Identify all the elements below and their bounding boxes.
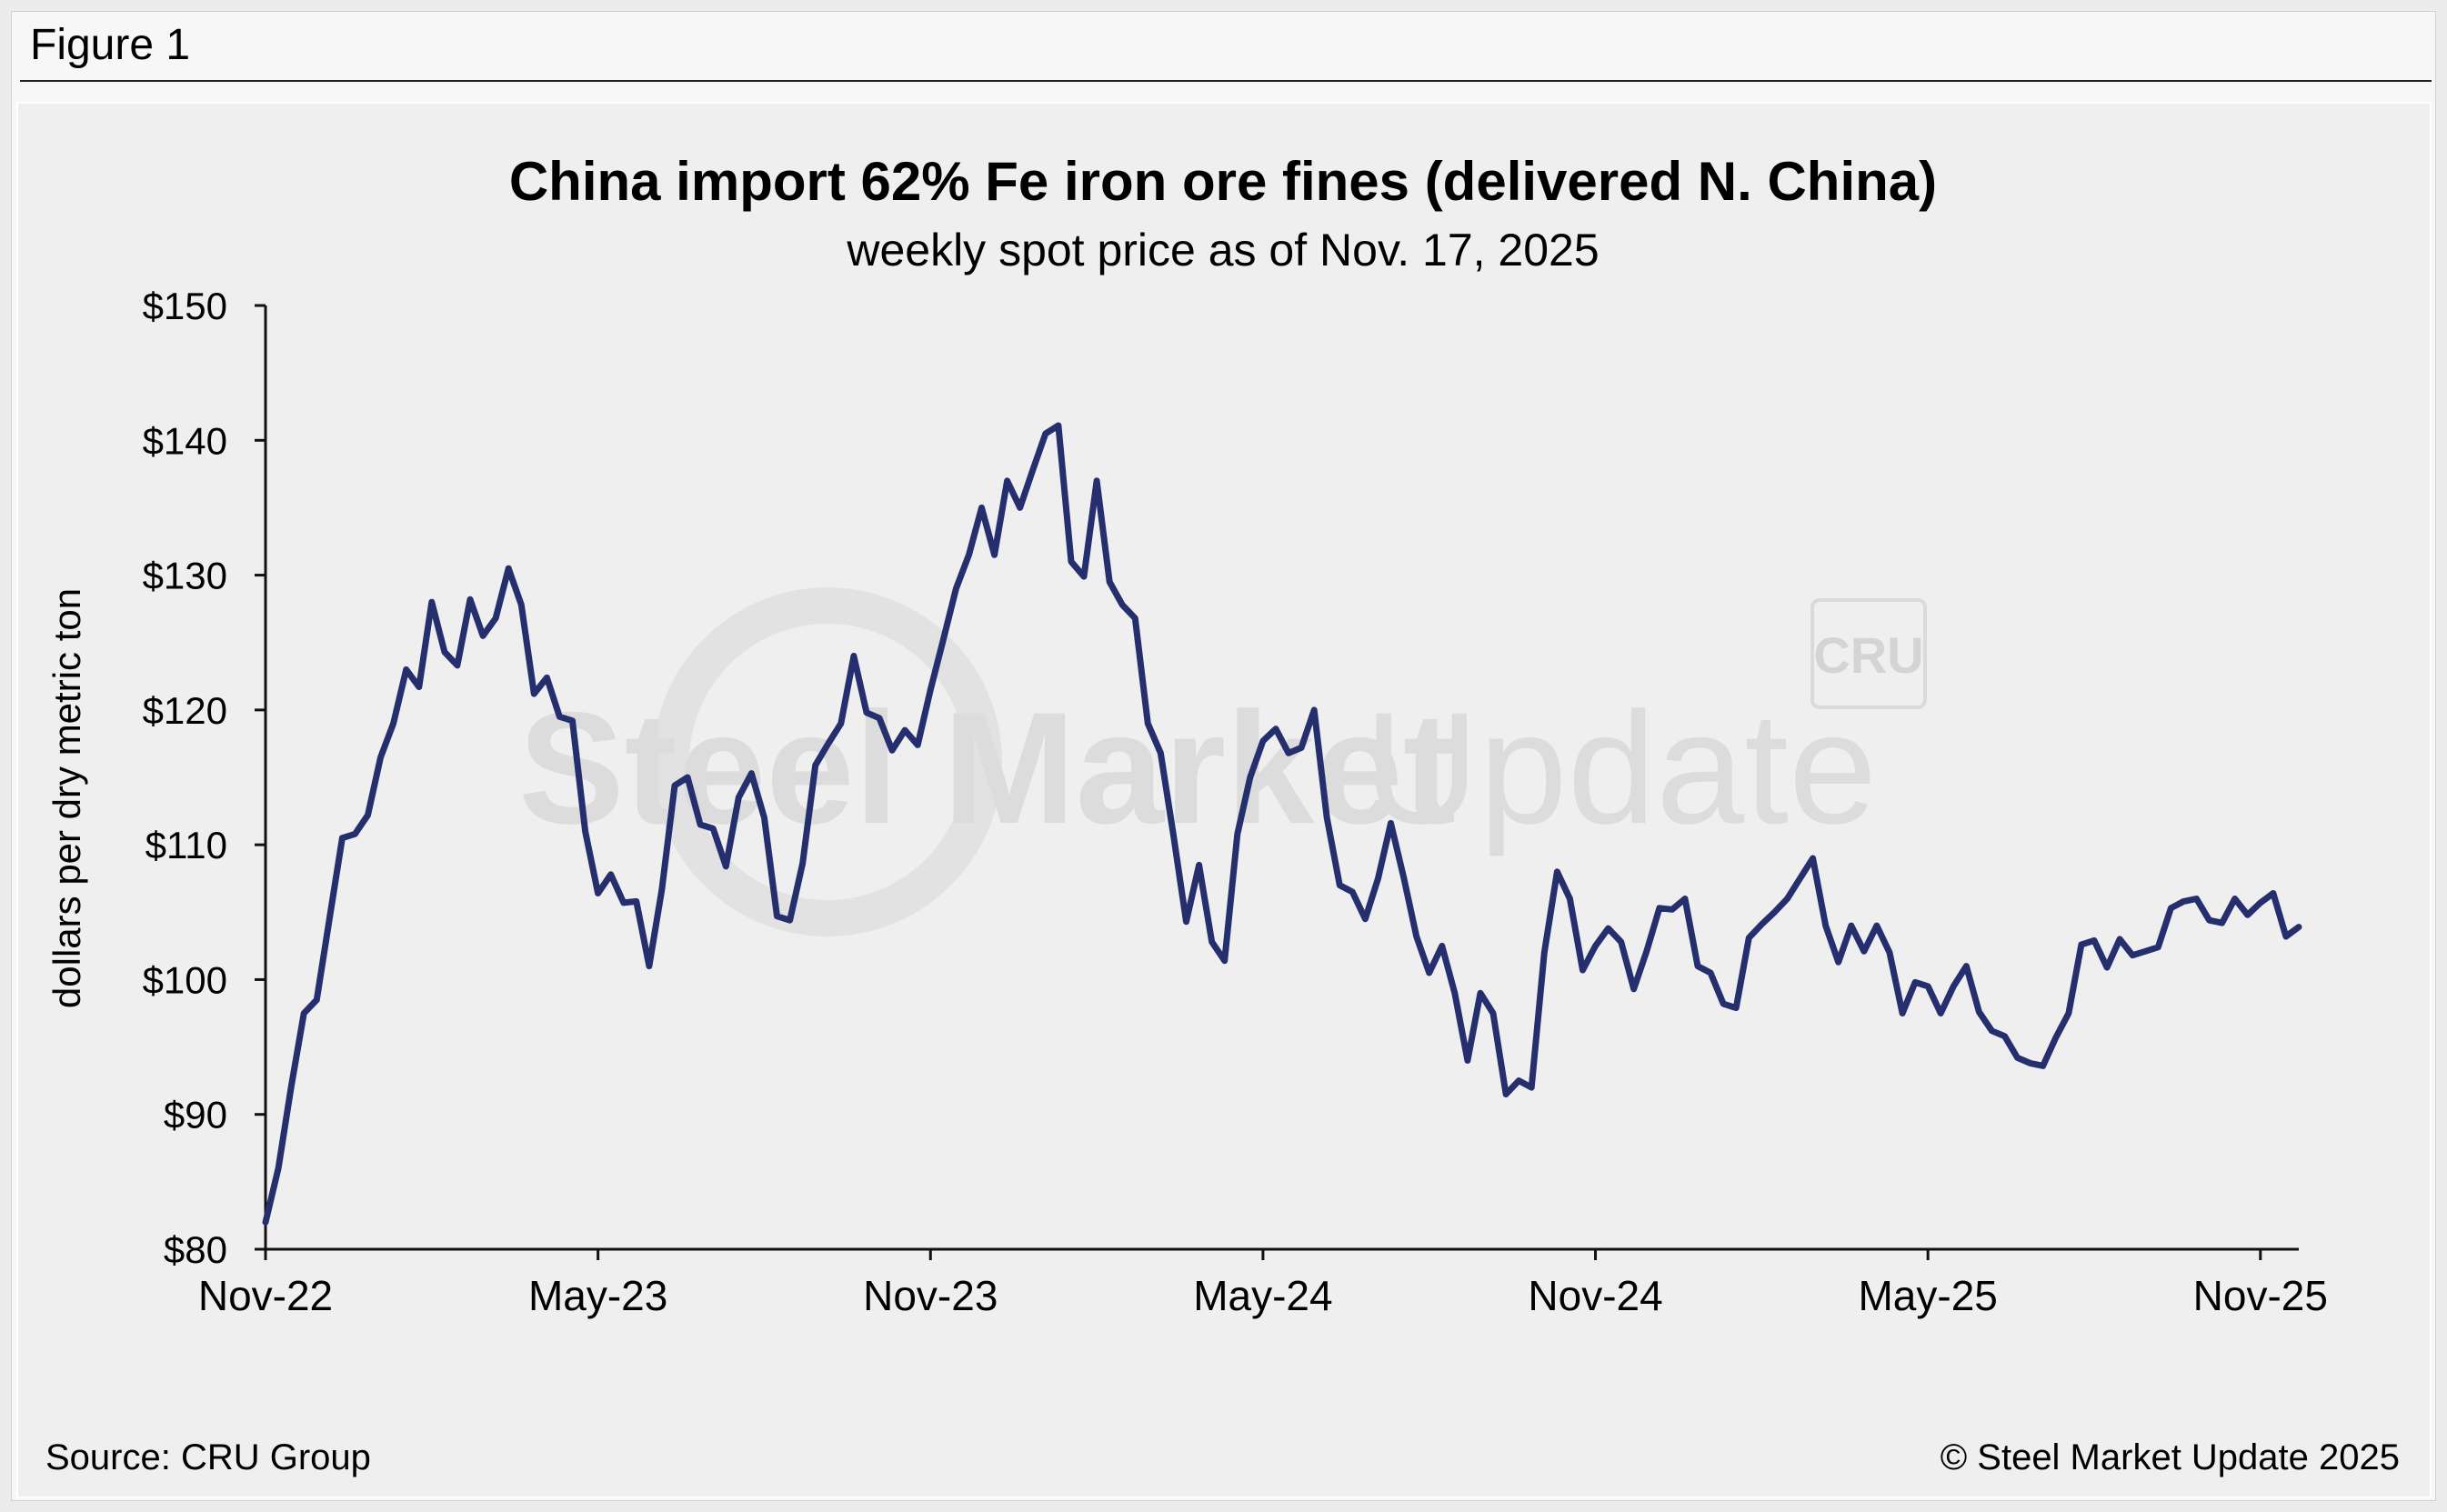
chart-subtitle: weekly spot price as of Nov. 17, 2025 — [846, 225, 1599, 275]
figure-divider — [20, 80, 2432, 82]
watermark-text-bold: Steel Market — [518, 680, 1456, 857]
y-tick-label: $130 — [143, 555, 227, 597]
watermark-logo-box — [1810, 598, 1927, 709]
series-group — [262, 422, 2302, 1226]
y-tick-label: $100 — [143, 958, 227, 1001]
watermark-swirl — [653, 587, 1002, 936]
y-tick-label: $140 — [143, 419, 227, 462]
y-axis-label: dollars per dry metric ton — [45, 588, 88, 1008]
y-tick-label: $80 — [164, 1228, 227, 1271]
watermark-text-light: Update — [1364, 680, 1877, 857]
x-tick-label: Nov-25 — [2193, 1272, 2328, 1319]
chart-panel — [16, 102, 2432, 1498]
y-ticks: $80 $90 $100 $110 $120 $130 $140 $150 — [143, 285, 266, 1271]
x-tick-label: May-24 — [1193, 1272, 1332, 1319]
x-tick-label: Nov-24 — [1528, 1272, 1662, 1319]
x-tick-label: May-23 — [528, 1272, 667, 1319]
watermark: Steel Market Update CRU — [518, 587, 1927, 936]
y-tick-label: $150 — [143, 285, 227, 327]
axes — [264, 305, 2299, 1251]
y-tick-label: $110 — [145, 824, 227, 866]
x-tick-label: Nov-23 — [863, 1272, 998, 1319]
watermark-logo: CRU — [1813, 626, 1923, 684]
figure-label: Figure 1 — [30, 21, 191, 69]
series-line — [262, 422, 2302, 1226]
x-tick-label: May-25 — [1858, 1272, 1997, 1319]
chart-title: China import 62% Fe iron ore fines (deli… — [509, 151, 1937, 212]
x-tick-label: Nov-22 — [198, 1272, 333, 1319]
copyright-note: © Steel Market Update 2025 — [1940, 1437, 2400, 1477]
y-tick-label: $90 — [164, 1094, 227, 1137]
source-note: Source: CRU Group — [45, 1437, 371, 1477]
x-ticks: Nov-22 May-23 Nov-23 May-24 Nov-24 May-25 Nov-… — [198, 1249, 2328, 1319]
y-tick-label: $120 — [143, 689, 227, 732]
